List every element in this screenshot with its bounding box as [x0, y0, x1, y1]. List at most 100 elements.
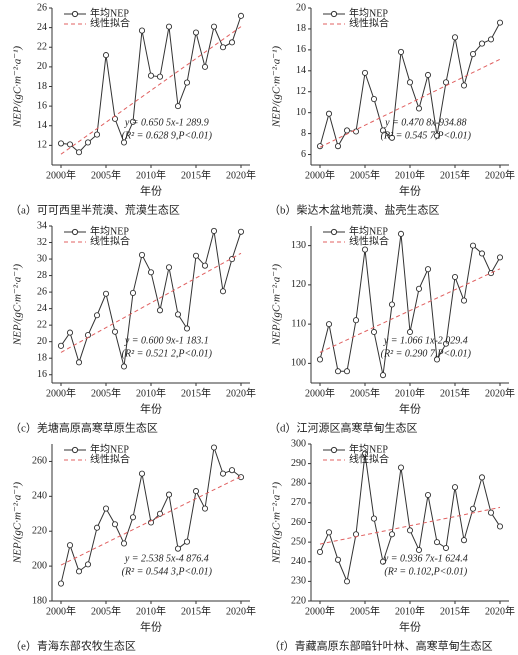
legend-label: 线性拟合 [90, 452, 130, 465]
caption: （b）柴达木盆地荒漠、盐壳生态区 [269, 203, 440, 217]
marker [487, 509, 495, 516]
marker [93, 131, 101, 138]
y-tick-label: 34 [37, 220, 47, 231]
marker [415, 546, 423, 554]
annotation: y = 0.600 9x-1 183.1 [124, 335, 209, 346]
marker [102, 505, 110, 512]
x-tick-label: 2000年 [46, 168, 76, 181]
marker [201, 505, 209, 512]
marker [397, 230, 405, 237]
annotation: y = 1.066 1x-2 029.4 [383, 335, 468, 346]
marker [192, 252, 200, 259]
marker [487, 270, 495, 277]
legend-label: 年均NEP [90, 224, 129, 237]
marker [129, 289, 137, 296]
y-tick-label: 18 [37, 81, 47, 92]
marker [237, 12, 245, 19]
caption: （f）青藏高原东部暗针叶林、高寒草甸生态区 [269, 639, 493, 653]
marker [433, 539, 441, 546]
marker [406, 527, 414, 534]
marker [379, 558, 387, 565]
x-tick-label: 2020年 [485, 386, 515, 399]
marker [316, 548, 324, 555]
y-tick-label: 22 [37, 319, 47, 330]
marker [334, 556, 342, 563]
legend-marker [71, 10, 79, 18]
marker [325, 110, 333, 117]
marker [111, 328, 119, 335]
y-tick-label: 32 [37, 237, 47, 248]
marker [138, 27, 146, 34]
fit-line [319, 268, 501, 353]
marker [165, 264, 173, 271]
caption: （c）羌塘高原高寒草原生态区 [10, 421, 158, 435]
y-tick-label: 220 [291, 595, 306, 606]
x-tick-label: 2005年 [350, 604, 380, 617]
marker [361, 450, 369, 457]
y-tick-label: 260 [32, 456, 47, 467]
y-tick-label: 26 [37, 2, 47, 13]
marker [469, 505, 477, 512]
x-tick-label: 2020年 [485, 168, 515, 181]
y-tick-label: 18 [37, 353, 47, 364]
y-tick-label: 14 [296, 65, 306, 76]
y-tick-label: 110 [291, 318, 306, 329]
marker [361, 246, 369, 253]
legend-marker [330, 446, 338, 454]
marker [237, 474, 245, 481]
marker [174, 311, 182, 318]
marker [388, 531, 396, 538]
x-tick-label: 2020年 [226, 386, 256, 399]
marker [138, 470, 146, 477]
marker [111, 521, 119, 528]
x-tick-label: 2000年 [305, 604, 335, 617]
marker [219, 44, 227, 51]
marker [424, 71, 432, 79]
legend-marker [330, 10, 338, 18]
y-tick-label: 16 [37, 100, 47, 111]
y-tick-label: 220 [32, 526, 47, 537]
marker [496, 523, 504, 530]
marker [451, 484, 459, 491]
caption: （a）可可西里半荒漠、荒漠生态区 [10, 203, 180, 217]
marker [192, 488, 200, 495]
caption: （d）江河源区高寒草甸生态区 [269, 421, 418, 435]
legend-marker [71, 228, 79, 236]
x-tick-label: 2000年 [305, 386, 335, 399]
annotation: y = 0.650 5x-1 289.9 [124, 117, 209, 128]
annotation: y = 0.936 7x-1 624.4 [383, 553, 468, 564]
legend-label: 年均NEP [349, 442, 388, 455]
y-tick-label: 200 [32, 560, 47, 571]
y-tick-label: 240 [291, 556, 306, 567]
marker [75, 149, 83, 156]
marker [388, 134, 396, 141]
marker [469, 242, 477, 249]
x-tick-label: 2005年 [350, 168, 380, 181]
x-axis-label: 年份 [399, 184, 421, 198]
y-axis-label: NEP/(gC·m⁻²·a⁻¹) [12, 46, 24, 128]
y-tick-label: 300 [291, 438, 306, 449]
x-tick-label: 2015年 [181, 168, 211, 181]
marker [460, 297, 468, 304]
marker [165, 23, 173, 30]
y-tick-label: 18 [296, 23, 306, 34]
marker [129, 514, 137, 521]
marker [343, 127, 351, 134]
marker [469, 51, 477, 58]
y-tick-label: 24 [37, 22, 47, 33]
y-tick-label: 10 [296, 107, 306, 118]
marker [361, 69, 369, 76]
marker [370, 328, 378, 336]
marker [442, 79, 450, 86]
x-tick-label: 2015年 [440, 386, 470, 399]
annotation: (R² = 0.628 9,P<0.01) [122, 130, 213, 141]
x-tick-label: 2020年 [226, 168, 256, 181]
y-tick-label: 30 [37, 253, 47, 264]
marker [379, 372, 387, 379]
x-tick-label: 2010年 [136, 604, 166, 617]
marker [451, 273, 459, 281]
y-tick-label: 280 [291, 478, 306, 489]
marker [147, 72, 155, 79]
marker [460, 537, 468, 544]
marker [93, 312, 101, 319]
